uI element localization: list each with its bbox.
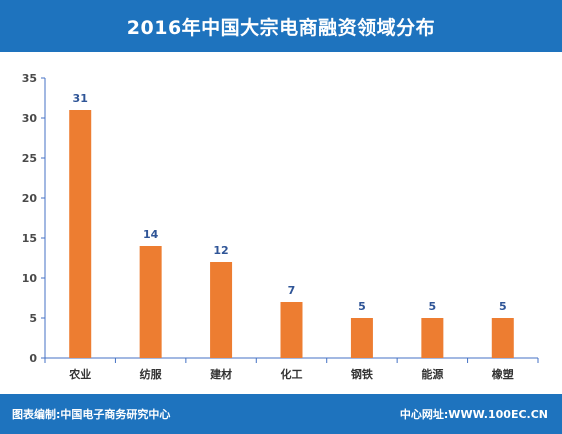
data-labels: 31 14 12 7 5 5 5 xyxy=(73,92,507,313)
footer-website: 中心网址:WWW.100EC.CN xyxy=(399,408,548,421)
x-axis: 农业 纺服 建材 化工 钢铁 能源 橡塑 xyxy=(44,357,539,381)
bars xyxy=(69,110,514,358)
x-tick-label: 纺服 xyxy=(140,367,163,381)
data-label: 5 xyxy=(358,300,366,313)
x-tick-label: 农业 xyxy=(68,367,91,381)
chart-area: 0 5 10 15 20 25 30 35 农业 纺服 建材 化工 钢铁 能源 橡塑 31 14 12 7 5 5 5 xyxy=(0,52,562,392)
x-tick-label: 建材 xyxy=(210,367,232,381)
data-label: 14 xyxy=(143,228,159,241)
x-tick-label: 橡塑 xyxy=(492,367,514,381)
chart-title: 2016年中国大宗电商融资领域分布 xyxy=(126,16,436,39)
x-tick-label: 钢铁 xyxy=(351,367,373,381)
y-axis: 0 5 10 15 20 25 30 35 xyxy=(22,72,46,365)
bar xyxy=(69,110,92,358)
data-label: 5 xyxy=(499,300,507,313)
x-tick-label: 能源 xyxy=(421,367,443,381)
y-tick-label: 5 xyxy=(29,312,37,325)
y-tick-label: 30 xyxy=(22,112,38,125)
bar xyxy=(210,262,233,358)
data-label: 12 xyxy=(213,244,228,257)
y-tick-label: 10 xyxy=(22,272,38,285)
footer-bar: 图表编制:中国电子商务研究中心 中心网址:WWW.100EC.CN xyxy=(0,394,562,434)
data-label: 31 xyxy=(73,92,88,105)
title-bar: 2016年中国大宗电商融资领域分布 xyxy=(0,0,562,52)
bar xyxy=(139,246,162,358)
bar-chart: 0 5 10 15 20 25 30 35 农业 纺服 建材 化工 钢铁 能源 橡塑 31 14 12 7 5 5 5 xyxy=(22,72,539,381)
data-label: 7 xyxy=(288,284,296,297)
footer-source: 图表编制:中国电子商务研究中心 xyxy=(12,408,171,421)
bar xyxy=(350,318,373,358)
y-tick-label: 15 xyxy=(22,232,37,245)
bar xyxy=(280,302,303,358)
y-tick-label: 0 xyxy=(29,352,37,365)
y-tick-label: 20 xyxy=(22,192,38,205)
y-tick-label: 25 xyxy=(22,152,37,165)
bar xyxy=(491,318,514,358)
x-tick-label: 化工 xyxy=(281,367,303,381)
data-label: 5 xyxy=(429,300,437,313)
y-tick-label: 35 xyxy=(22,72,37,85)
bar xyxy=(421,318,444,358)
